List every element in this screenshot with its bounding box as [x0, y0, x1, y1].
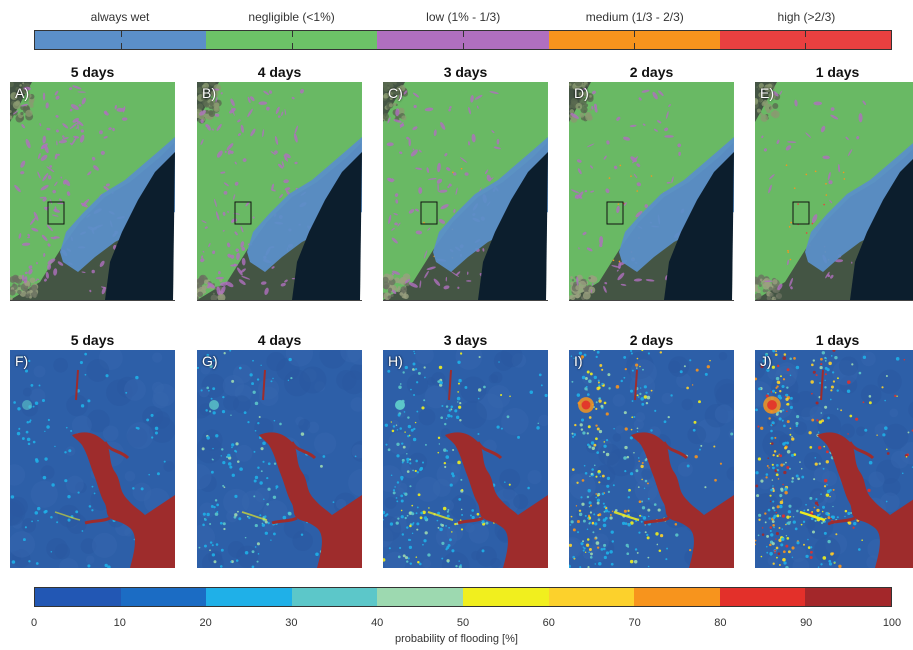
- probability-map-panel: F): [10, 350, 175, 568]
- probability-map-panel: J): [755, 350, 913, 568]
- probability-map-panel: I): [569, 350, 734, 568]
- colorbar-swatch: [291, 588, 379, 606]
- panel-title: 4 days: [257, 64, 302, 80]
- panel-label: J): [760, 353, 772, 369]
- panel-title: 1 days: [815, 332, 860, 348]
- colorbar-swatch: [377, 588, 464, 606]
- probability-map-panel: H): [383, 350, 548, 568]
- legend-label: high (>2/3): [777, 10, 836, 24]
- colorbar-tick-label: 40: [371, 617, 384, 629]
- colorbar-swatch: [634, 588, 721, 606]
- legend-swatch: [548, 31, 720, 49]
- colorbar-tick-label: 100: [882, 617, 902, 629]
- colorbar-tick-label: 30: [285, 617, 298, 629]
- axis-line: [197, 300, 362, 301]
- panel-title: 4 days: [257, 332, 302, 348]
- colorbar-tick-label: 70: [628, 617, 641, 629]
- colorbar-tick-label: 20: [199, 617, 212, 629]
- legend-swatch: [35, 31, 207, 49]
- panel-label: D): [574, 85, 589, 101]
- probability-colorbar: [34, 587, 892, 607]
- colorbar-tick-label: 90: [800, 617, 813, 629]
- classification-map-panel: E): [755, 82, 913, 300]
- panel-label: E): [760, 85, 774, 101]
- panel-label: G): [202, 353, 218, 369]
- legend-label: medium (1/3 - 2/3): [585, 10, 684, 24]
- colorbar-tick-label: 50: [456, 617, 470, 629]
- panel-label: B): [202, 85, 216, 101]
- colorbar-tick-label: 0: [30, 617, 38, 629]
- panel-label: I): [574, 353, 583, 369]
- axis-line: [755, 300, 913, 301]
- probability-axis-title: probability of flooding [%]: [395, 633, 518, 645]
- colorbar-swatch: [719, 588, 807, 606]
- legend-swatch: [377, 31, 549, 49]
- legend-label: negligible (<1%): [248, 10, 335, 24]
- colorbar-swatch: [548, 588, 636, 606]
- panel-label: H): [388, 353, 403, 369]
- panel-label: C): [388, 85, 403, 101]
- legend-swatch: [206, 31, 378, 49]
- colorbar-swatch: [805, 588, 891, 606]
- axis-line: [569, 300, 734, 301]
- colorbar-tick-label: 80: [714, 617, 727, 629]
- panel-label: F): [15, 353, 29, 369]
- panel-title: 3 days: [443, 64, 488, 80]
- colorbar-swatch: [35, 588, 122, 606]
- legend-label: low (1% - 1/3): [426, 10, 501, 24]
- panel-label: A): [15, 85, 29, 101]
- colorbar-tick-label: 60: [542, 617, 555, 629]
- legend-swatch: [719, 31, 892, 49]
- top-category-colorbar: [34, 30, 892, 50]
- colorbar-swatch: [120, 588, 208, 606]
- axis-line: [383, 300, 548, 301]
- colorbar-swatch: [462, 588, 550, 606]
- axis-line: [10, 300, 175, 301]
- classification-map-panel: D): [569, 82, 734, 300]
- panel-title: 3 days: [443, 332, 488, 348]
- classification-map-panel: C): [383, 82, 548, 300]
- panel-title: 2 days: [629, 64, 674, 80]
- probability-map-panel: G): [197, 350, 362, 568]
- panel-title: 1 days: [815, 64, 860, 80]
- legend-label: always wet: [90, 10, 150, 24]
- panel-title: 2 days: [629, 332, 674, 348]
- classification-map-panel: B): [197, 82, 362, 300]
- colorbar-swatch: [206, 588, 293, 606]
- colorbar-tick-label: 10: [113, 617, 126, 629]
- classification-map-panel: A): [10, 82, 175, 300]
- panel-title: 5 days: [70, 332, 115, 348]
- panel-title: 5 days: [70, 64, 115, 80]
